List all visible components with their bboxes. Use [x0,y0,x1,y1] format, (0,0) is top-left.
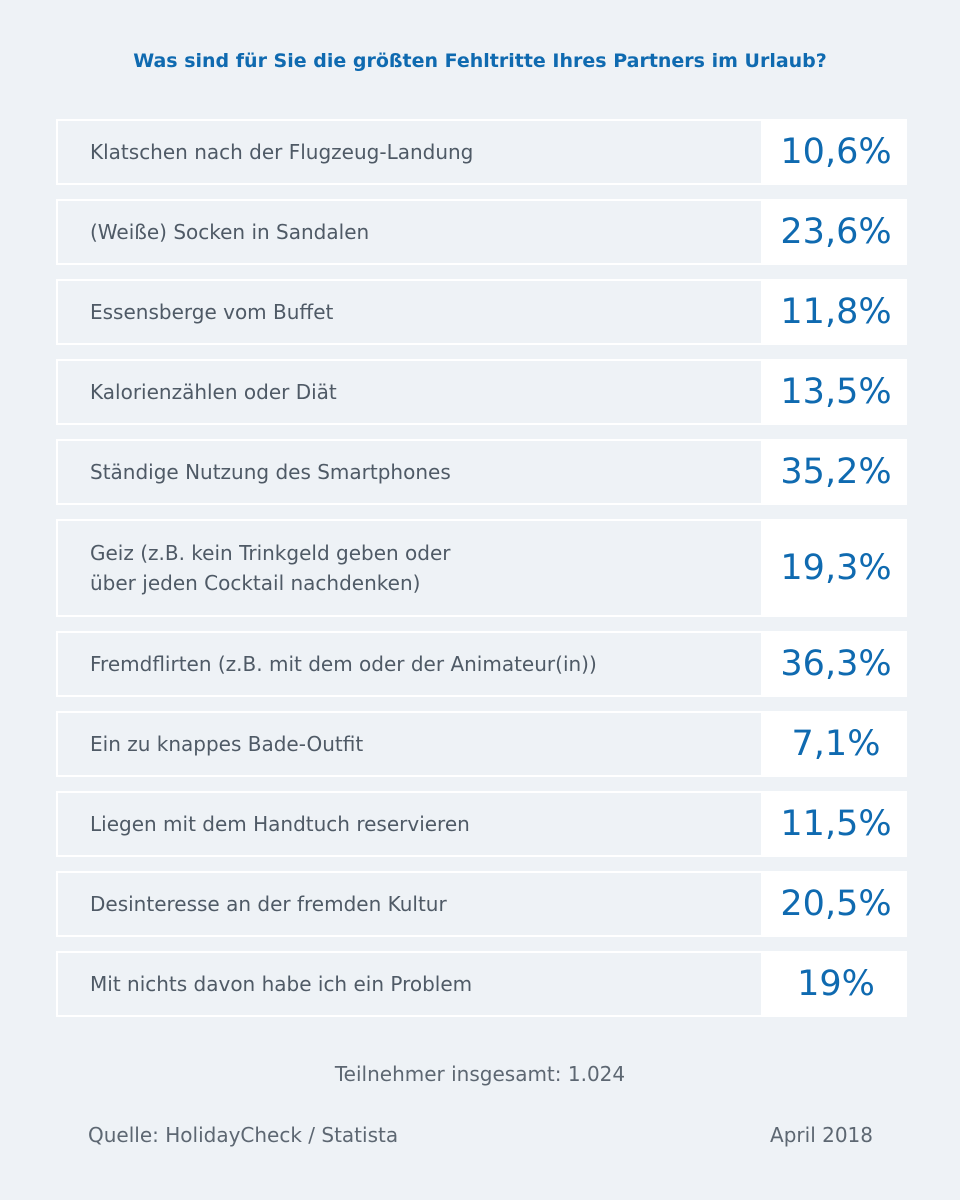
row-2: (Weiße) Socken in Sandalen 23,6% [56,199,907,265]
row-8: Ein zu knappes Bade-Outfit 7,1% [56,711,907,777]
row-value: 11,8% [761,281,905,343]
row-value: 36,3% [761,633,905,695]
row-label: Liegen mit dem Handtuch reservieren [58,793,761,855]
row-value: 10,6% [761,121,905,183]
row-value: 19,3% [761,521,905,615]
row-4: Kalorienzählen oder Diät 13,5% [56,359,907,425]
row-label: Essensberge vom Buffet [58,281,761,343]
row-value: 23,6% [761,201,905,263]
row-11: Mit nichts davon habe ich ein Problem 19… [56,951,907,1017]
row-value: 35,2% [761,441,905,503]
row-label: Kalorienzählen oder Diät [58,361,761,423]
source-note: Quelle: HolidayCheck / Statista [88,1123,399,1147]
row-label: Ein zu knappes Bade-Outfit [58,713,761,775]
row-label: Mit nichts davon habe ich ein Problem [58,953,761,1015]
chart-title: Was sind für Sie die größten Fehltritte … [133,50,827,72]
row-6: Geiz (z.B. kein Trinkgeld geben oder übe… [56,519,907,617]
row-label: Desinteresse an der fremden Kultur [58,873,761,935]
row-value: 20,5% [761,873,905,935]
row-label: Fremdflirten (z.B. mit dem oder der Anim… [58,633,761,695]
date-label: April 2018 [770,1123,873,1147]
row-label: (Weiße) Socken in Sandalen [58,201,761,263]
row-label: Ständige Nutzung des Smartphones [58,441,761,503]
row-label: Geiz (z.B. kein Trinkgeld geben oder übe… [58,521,761,615]
row-value: 11,5% [761,793,905,855]
row-label: Klatschen nach der Flugzeug-Landung [58,121,761,183]
row-3: Essensberge vom Buffet 11,8% [56,279,907,345]
row-10: Desinteresse an der fremden Kultur 20,5% [56,871,907,937]
row-7: Fremdflirten (z.B. mit dem oder der Anim… [56,631,907,697]
row-5: Ständige Nutzung des Smartphones 35,2% [56,439,907,505]
row-value: 13,5% [761,361,905,423]
row-1: Klatschen nach der Flugzeug-Landung 10,6… [56,119,907,185]
participants-count: Teilnehmer insgesamt: 1.024 [334,1062,626,1086]
row-9: Liegen mit dem Handtuch reservieren 11,5… [56,791,907,857]
row-value: 7,1% [761,713,905,775]
row-value: 19% [761,953,905,1015]
